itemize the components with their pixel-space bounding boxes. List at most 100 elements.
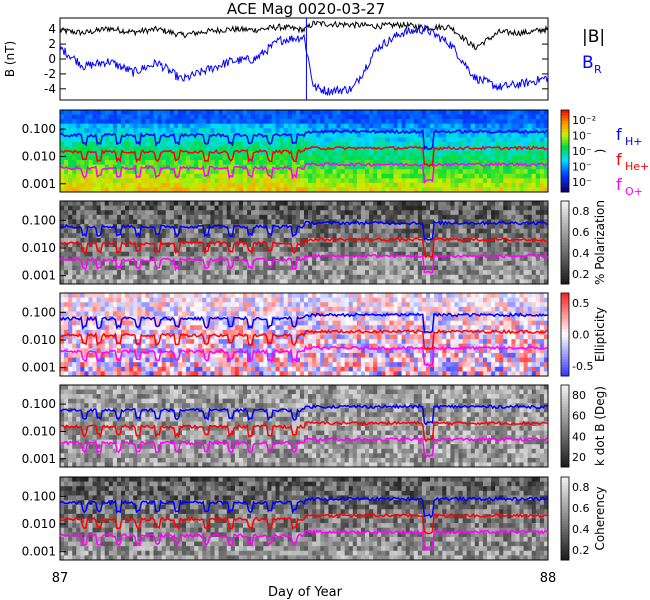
spectrogram-cell bbox=[137, 214, 142, 220]
spectrogram-cell bbox=[121, 297, 126, 303]
spectrogram-cell bbox=[515, 160, 520, 165]
colorbar-tick-label: 0.4 bbox=[572, 247, 590, 260]
spectrogram-cell bbox=[401, 155, 406, 161]
spectrogram-cell bbox=[316, 123, 321, 129]
spectrogram-cell bbox=[474, 210, 480, 216]
spectrogram-cell bbox=[88, 279, 93, 285]
spectrogram-cell bbox=[474, 256, 480, 262]
spectrogram-cell bbox=[112, 366, 118, 372]
spectrogram-cell bbox=[312, 265, 317, 271]
spectrogram-cell bbox=[161, 343, 167, 349]
spectrogram-cell bbox=[125, 306, 130, 312]
spectrogram-cell bbox=[202, 114, 207, 120]
spectrogram-cell bbox=[190, 247, 195, 253]
spectrogram-cell bbox=[218, 119, 223, 124]
spectrogram-cell bbox=[450, 110, 455, 115]
spectrogram-cell bbox=[145, 233, 150, 239]
spectrogram-cell bbox=[324, 119, 329, 124]
spectrogram-cell bbox=[169, 187, 175, 193]
spectrogram-cell bbox=[523, 123, 528, 129]
spectrogram-cell bbox=[373, 128, 378, 134]
spectrogram-cell bbox=[531, 128, 537, 134]
spectrogram-cell bbox=[226, 274, 232, 280]
spectrogram-cell bbox=[369, 119, 374, 124]
spectrogram-cell bbox=[421, 128, 427, 134]
spectrogram-cell bbox=[381, 260, 386, 266]
spectrogram-cell bbox=[72, 210, 77, 216]
spectrogram-cell bbox=[295, 141, 301, 147]
spectrogram-cell bbox=[100, 302, 106, 308]
spectrogram-cell bbox=[421, 210, 427, 216]
spectrogram-cell bbox=[381, 182, 386, 188]
spectrogram-cell bbox=[409, 251, 415, 257]
spectrogram-cell bbox=[190, 205, 195, 211]
spectrogram-cell bbox=[68, 343, 73, 349]
spectrogram-cell bbox=[381, 155, 386, 161]
spectrogram-cell bbox=[84, 302, 89, 308]
spectrogram-cell bbox=[409, 128, 415, 134]
spectrogram-cell bbox=[308, 233, 313, 239]
spectrogram-cell bbox=[397, 256, 402, 262]
spectrogram-cell bbox=[409, 210, 415, 216]
spectrogram-cell bbox=[100, 178, 106, 184]
spectrogram-cell bbox=[173, 219, 179, 225]
spectrogram-cell bbox=[495, 233, 500, 239]
spectrogram-cell bbox=[243, 279, 248, 285]
spectrogram-cell bbox=[385, 251, 390, 257]
spectrogram-cell bbox=[210, 205, 215, 211]
spectrogram-cell bbox=[405, 178, 411, 184]
colorbar-step bbox=[561, 245, 569, 249]
spectrogram-cell bbox=[495, 151, 500, 156]
spectrogram-cell bbox=[92, 233, 97, 239]
spectrogram-cell bbox=[145, 256, 150, 262]
spectrogram-cell bbox=[161, 247, 167, 253]
spectrogram-cell bbox=[161, 366, 167, 372]
spectrogram-cell bbox=[125, 205, 130, 211]
spectrogram-cell bbox=[295, 279, 301, 285]
spectrogram-cell bbox=[100, 201, 106, 206]
spectrogram-cell bbox=[401, 251, 406, 257]
spectrogram-cell bbox=[487, 201, 492, 206]
spectrogram-cell bbox=[88, 224, 93, 229]
spectrogram-cell bbox=[186, 110, 191, 115]
spectrogram-cell bbox=[251, 251, 256, 257]
spectrogram-cell bbox=[60, 311, 65, 317]
spectrogram-cell bbox=[312, 169, 317, 175]
spectrogram-cell bbox=[283, 173, 289, 179]
spectrogram-cell bbox=[381, 128, 386, 134]
spectrogram-cell bbox=[149, 274, 154, 280]
spectrogram-cell bbox=[426, 182, 431, 188]
spectrogram-cell bbox=[133, 146, 138, 152]
spectrogram-cell bbox=[332, 201, 337, 206]
spectrogram-cell bbox=[299, 247, 305, 253]
spectrogram-cell bbox=[470, 256, 476, 262]
spectrogram-cell bbox=[491, 173, 496, 179]
spectrogram-cell bbox=[161, 173, 167, 179]
spectrogram-cell bbox=[389, 119, 394, 124]
spectrogram-cell bbox=[328, 182, 333, 188]
spectrogram-cell bbox=[104, 274, 110, 280]
spectrogram-cell bbox=[344, 237, 350, 243]
spectrogram-cell bbox=[271, 110, 276, 115]
spectrogram-cell bbox=[108, 219, 114, 225]
spectrogram-cell bbox=[389, 237, 394, 243]
spectrogram-cell bbox=[259, 123, 264, 129]
spectrogram-cell bbox=[360, 146, 366, 152]
spectrogram-cell bbox=[356, 146, 362, 152]
spectrogram-cell bbox=[287, 201, 293, 206]
spectrogram-cell bbox=[458, 247, 463, 253]
spectrogram-cell bbox=[169, 160, 175, 165]
spectrogram-cell bbox=[320, 228, 325, 234]
spectrogram-cell bbox=[328, 270, 333, 276]
spectrogram-cell bbox=[389, 146, 394, 152]
spectrogram-cell bbox=[299, 270, 305, 276]
spectrogram-cell bbox=[243, 224, 248, 229]
spectrogram-cell bbox=[222, 237, 228, 243]
spectrogram-cell bbox=[129, 123, 134, 129]
spectrogram-cell bbox=[60, 160, 65, 165]
spectrogram-cell bbox=[169, 265, 175, 271]
spectrogram-cell bbox=[409, 160, 415, 165]
spectrogram-cell bbox=[76, 306, 81, 312]
spectrogram-cell bbox=[275, 119, 280, 124]
spectrogram-cell bbox=[169, 297, 175, 303]
